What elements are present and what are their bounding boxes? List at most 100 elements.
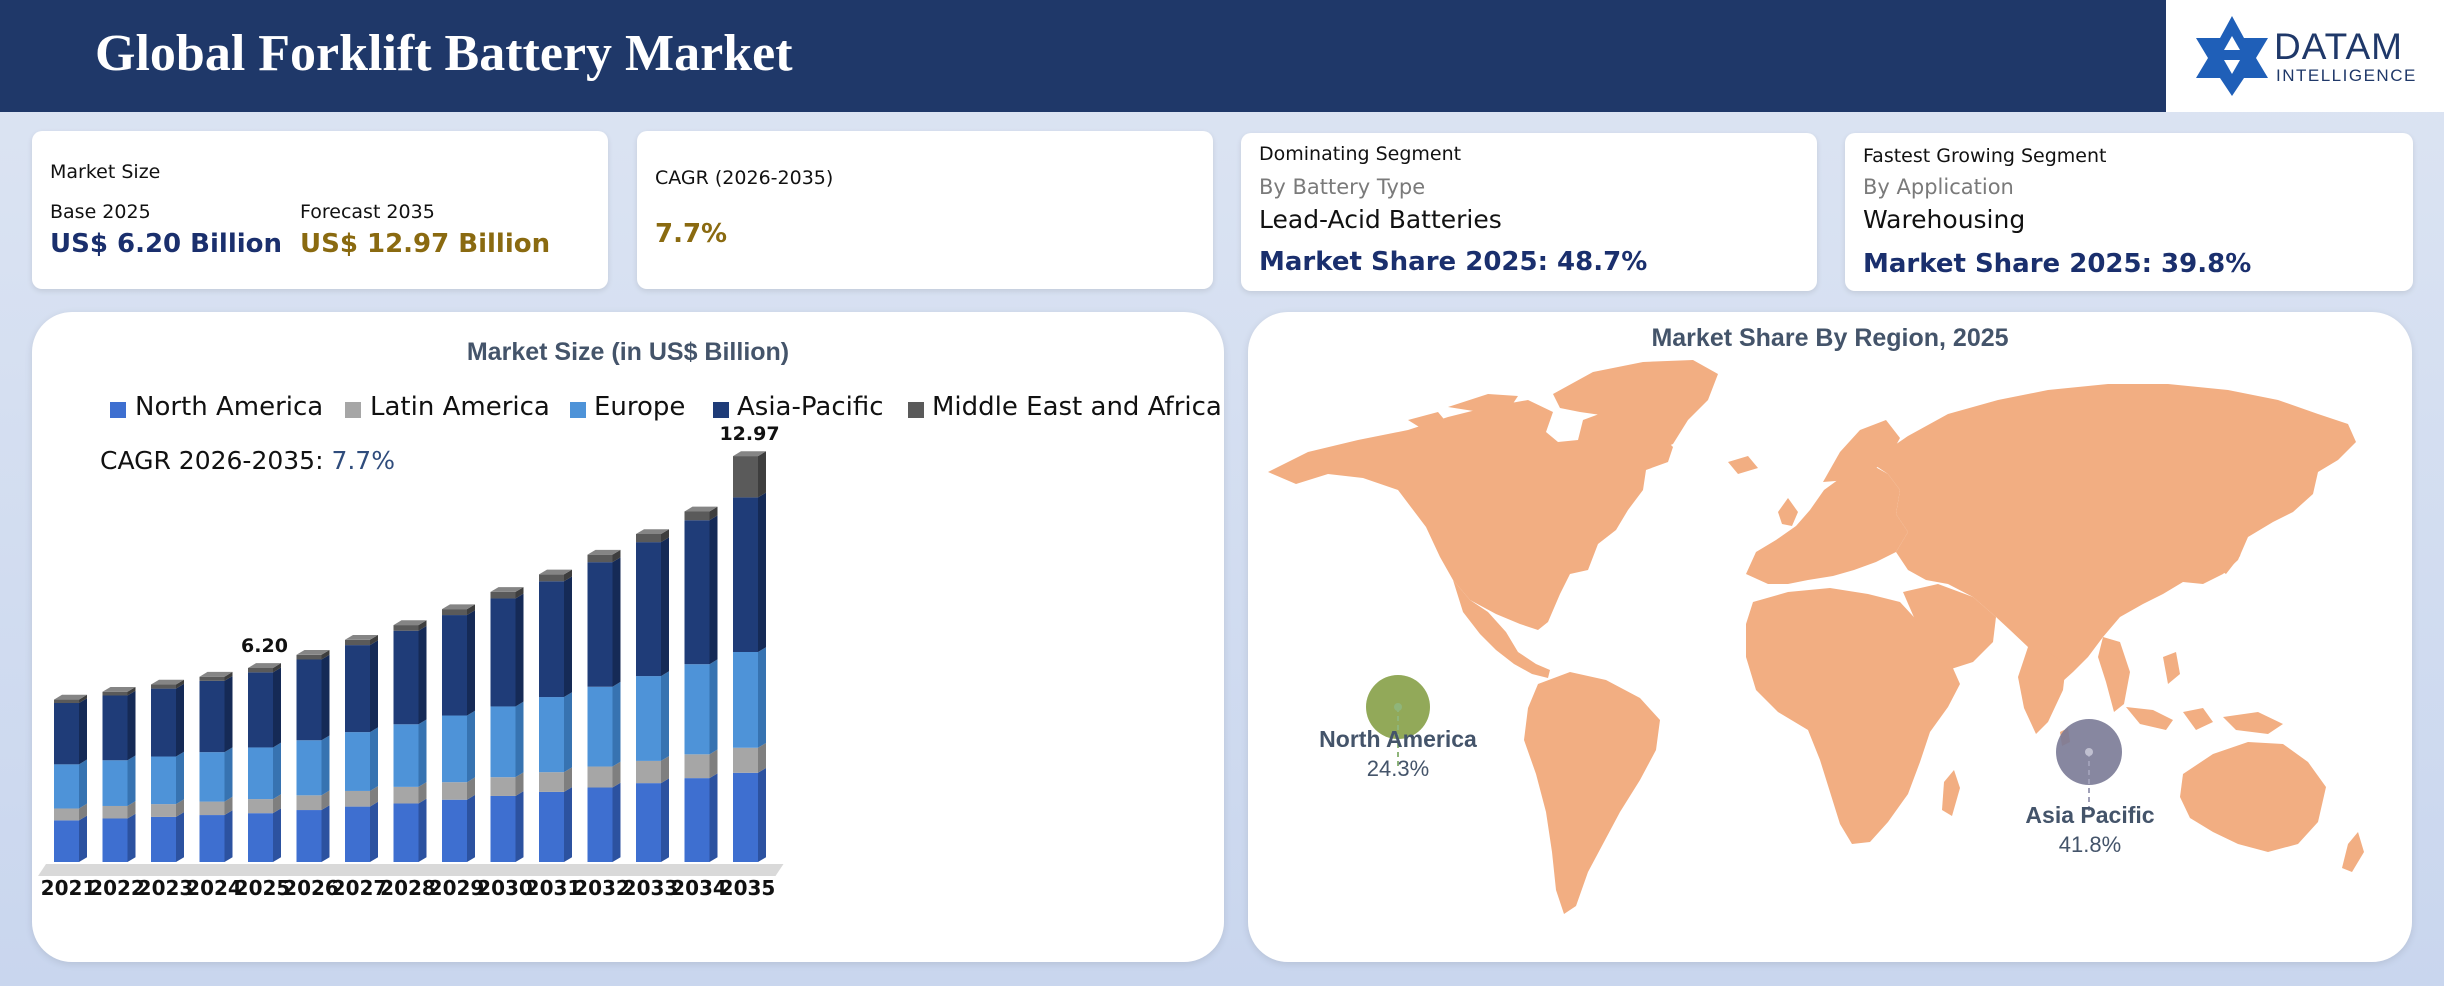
logo-name: DATAM xyxy=(2274,26,2404,67)
bar-side-2033-north-america xyxy=(661,778,669,862)
x-tick-2033: 2033 xyxy=(623,876,679,900)
chart-floor xyxy=(38,864,784,876)
bar-cap-2031 xyxy=(539,569,572,575)
legend-mea: Middle East and Africa xyxy=(932,392,1222,422)
bar-side-2032-latin-america xyxy=(612,761,621,788)
bar-side-2029-europe xyxy=(467,710,475,783)
bar-cap-2024 xyxy=(199,671,233,677)
header-bar: Global Forklift Battery Market xyxy=(0,0,2166,112)
bar-2028-asia-pacific xyxy=(393,630,419,725)
bar-cap-2035 xyxy=(733,451,766,457)
bar-cagr-note: CAGR 2026-2035: 7.7% xyxy=(100,446,395,475)
bar-2031-asia-pacific xyxy=(539,581,564,698)
bar-cap-2022 xyxy=(102,686,136,692)
bar-2030-asia-pacific xyxy=(490,598,516,707)
x-tick-2030: 2030 xyxy=(477,876,533,900)
bar-side-2031-asia-pacific xyxy=(564,576,572,698)
bar-side-2030-north-america xyxy=(515,791,524,862)
legend-swatch-europe xyxy=(570,402,586,418)
bar-side-2028-latin-america xyxy=(418,782,427,804)
bar-side-2022-asia-pacific xyxy=(127,690,136,761)
bar-side-2033-asia-pacific xyxy=(661,537,669,677)
dominating-share: Market Share 2025: 48.7% xyxy=(1259,247,1648,277)
bar-side-2034-europe xyxy=(709,659,718,755)
bar-2035-middle-east-and-africa xyxy=(733,456,758,498)
bar-side-2027-europe xyxy=(370,727,378,791)
north-america-share: 24.3% xyxy=(1366,756,1430,781)
bar-side-2024-middle-east-and-africa xyxy=(224,671,233,681)
bar-side-2028-north-america xyxy=(418,798,427,862)
x-tick-2032: 2032 xyxy=(574,876,630,900)
bar-cap-2030 xyxy=(490,587,524,592)
bar-side-2022-middle-east-and-africa xyxy=(127,686,136,696)
market-size-label: Market Size xyxy=(50,161,161,183)
bar-side-2026-asia-pacific xyxy=(321,654,330,741)
bar-side-2029-north-america xyxy=(467,794,475,862)
bar-2034-europe xyxy=(684,664,710,755)
bar-side-2022-europe xyxy=(127,755,136,806)
bar-chart-title: Market Size (in US$ Billion) xyxy=(466,338,790,366)
bar-side-2031-middle-east-and-africa xyxy=(564,569,572,582)
cagr-label: CAGR (2026-2035) xyxy=(655,167,834,189)
page-title: Global Forklift Battery Market xyxy=(95,25,793,82)
north-america-dot xyxy=(1394,703,1402,711)
bar-side-2034-asia-pacific xyxy=(709,515,718,665)
bar-side-2033-latin-america xyxy=(661,756,669,784)
bar-side-2028-europe xyxy=(418,719,427,787)
bar-2022-asia-pacific xyxy=(102,695,128,761)
market-size-panel: Market Size (in US$ Billion) North Ameri… xyxy=(32,312,1224,962)
world-map xyxy=(1268,360,2364,914)
dominating-label: Dominating Segment xyxy=(1259,143,1462,165)
bar-side-2027-asia-pacific xyxy=(370,640,378,733)
x-tick-2021: 2021 xyxy=(41,876,97,900)
bar-cap-2026 xyxy=(296,650,330,655)
x-tick-2028: 2028 xyxy=(380,876,436,900)
bar-cap-2023 xyxy=(151,679,184,685)
bar-2023-europe xyxy=(151,756,176,805)
bar-cagr-prefix: CAGR 2026-2035: xyxy=(100,446,324,475)
bar-2026-latin-america xyxy=(296,795,322,811)
bar-2026-asia-pacific xyxy=(296,659,322,741)
bar-side-2023-north-america xyxy=(176,812,184,862)
bar-2026-middle-east-and-africa xyxy=(296,654,322,660)
bar-side-2031-europe xyxy=(564,692,572,773)
bar-2021-middle-east-and-africa xyxy=(54,699,79,704)
legend-latin-america: Latin America xyxy=(370,392,550,422)
bar-side-2035-europe xyxy=(758,647,766,748)
bar-2022-latin-america xyxy=(102,805,128,819)
bar-side-2030-middle-east-and-africa xyxy=(515,587,524,599)
bar-2023-north-america xyxy=(151,816,176,862)
bar-side-2032-europe xyxy=(612,681,621,767)
cagr-card: CAGR (2026-2035) 7.7% xyxy=(637,131,1213,289)
bar-2029-europe xyxy=(442,715,467,783)
bar-2030-europe xyxy=(490,706,516,778)
bar-2025-europe xyxy=(248,747,273,800)
bar-side-2031-north-america xyxy=(564,787,572,862)
asia-pacific-label: Asia Pacific xyxy=(2025,802,2155,828)
bar-2030-latin-america xyxy=(490,777,516,796)
bar-side-2032-north-america xyxy=(612,782,621,862)
bar-2035-north-america xyxy=(733,772,758,862)
bar-side-2024-north-america xyxy=(224,810,233,862)
dominating-by: By Battery Type xyxy=(1259,175,1426,199)
bar-side-2032-middle-east-and-africa xyxy=(612,549,621,563)
bar-side-2032-asia-pacific xyxy=(612,557,621,687)
bar-2024-latin-america xyxy=(199,801,225,816)
bar-side-2029-latin-america xyxy=(467,777,475,800)
bar-2026-europe xyxy=(296,740,322,796)
bar-side-2021-latin-america xyxy=(79,803,87,821)
bar-2033-middle-east-and-africa xyxy=(636,534,661,543)
bar-2021-north-america xyxy=(54,820,79,862)
north-america-label: North America xyxy=(1319,726,1477,752)
bar-2025-north-america xyxy=(248,813,273,862)
bar-side-2026-middle-east-and-africa xyxy=(321,650,330,660)
bar-side-2030-asia-pacific xyxy=(515,593,524,707)
bar-cap-2025 xyxy=(248,663,281,668)
bar-2028-europe xyxy=(393,724,419,787)
asia-pacific-share: 41.8% xyxy=(2058,832,2122,857)
bar-2033-north-america xyxy=(636,783,661,862)
map-land xyxy=(1268,360,2364,914)
dominating-name: Lead-Acid Batteries xyxy=(1259,205,1502,234)
bar-2028-middle-east-and-africa xyxy=(393,625,419,631)
x-tick-2034: 2034 xyxy=(671,876,727,900)
